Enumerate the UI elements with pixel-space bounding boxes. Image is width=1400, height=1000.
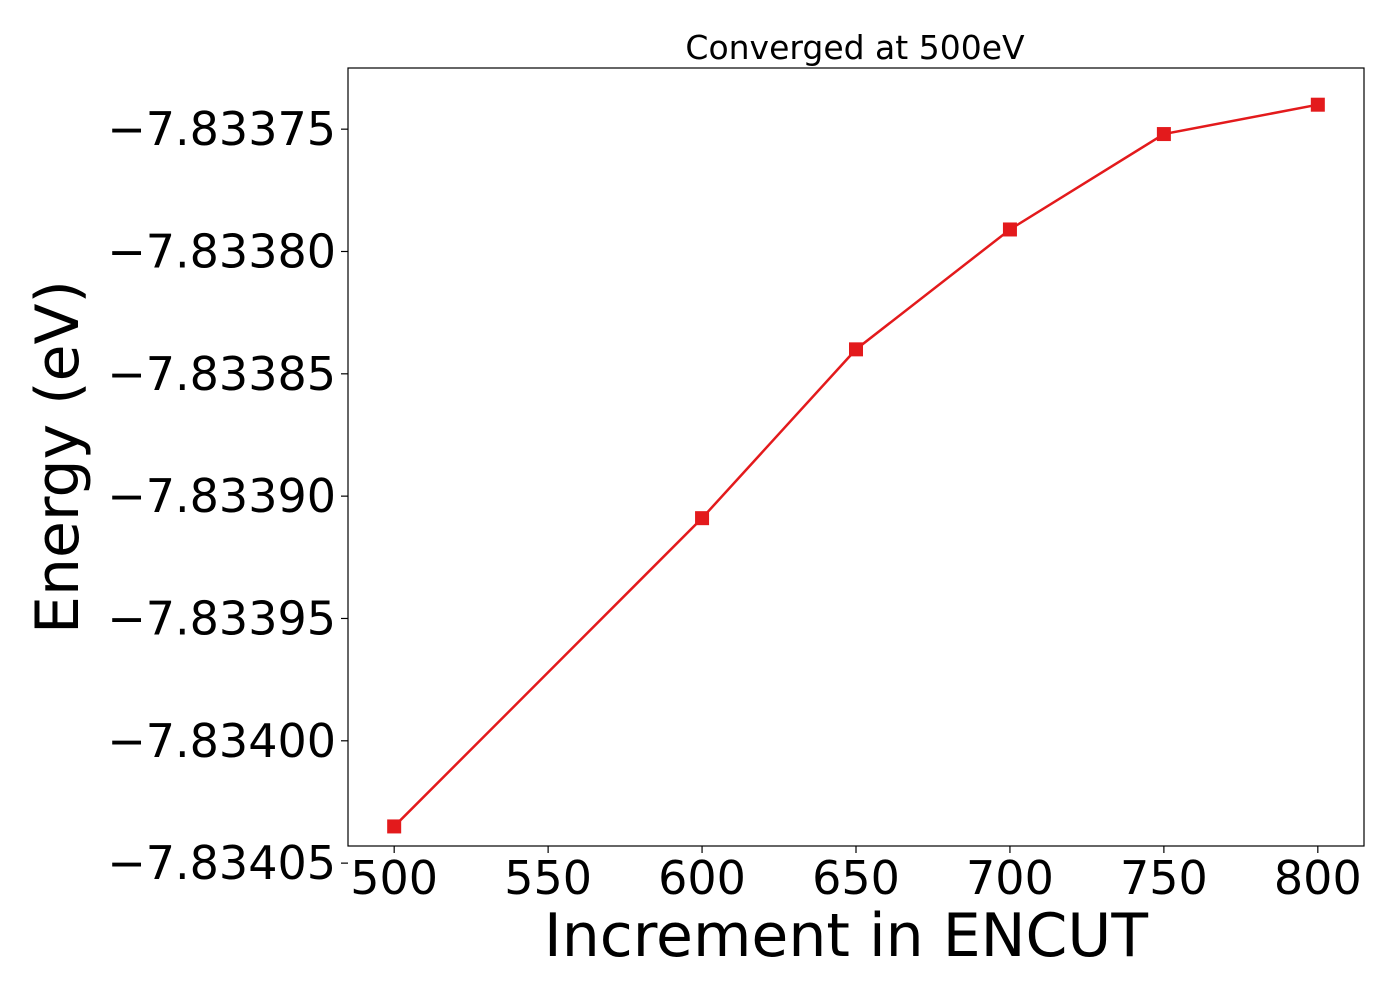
x-axis-label: Increment in ENCUT	[544, 901, 1148, 971]
plot-frame	[347, 67, 1365, 847]
data-point	[1156, 127, 1171, 142]
y-tick-label: −7.83400	[107, 714, 336, 768]
data-point	[1310, 97, 1325, 112]
chart-title: Converged at 500eV	[685, 28, 1025, 67]
x-tick-label: 550	[504, 851, 592, 905]
x-tick-label: 800	[1274, 851, 1362, 905]
y-axis-label: Energy (eV)	[23, 280, 93, 634]
y-tick-label: −7.83405	[107, 836, 336, 890]
y-tick-label: −7.83380	[107, 224, 336, 278]
x-tick-label: 600	[658, 851, 746, 905]
x-tick-label: 500	[350, 851, 438, 905]
y-tick-label: −7.83385	[107, 347, 336, 401]
x-tick-label: 700	[966, 851, 1054, 905]
x-axis-ticks: 500 550 600 650 700 750 800	[350, 846, 1362, 905]
data-point	[1002, 222, 1017, 237]
data-point	[695, 511, 710, 526]
series-line	[393, 103, 1319, 828]
y-tick-label: −7.83390	[107, 469, 336, 523]
y-tick-label: −7.83375	[107, 102, 336, 156]
x-tick-label: 650	[812, 851, 900, 905]
series-layer	[387, 97, 1325, 834]
y-tick-label: −7.83395	[107, 591, 336, 645]
y-axis-ticks: −7.83375 −7.83380 −7.83385 −7.83390 −7.83395…	[107, 102, 348, 890]
data-point	[849, 342, 863, 357]
x-tick-label: 750	[1120, 851, 1208, 905]
data-point	[387, 819, 402, 834]
